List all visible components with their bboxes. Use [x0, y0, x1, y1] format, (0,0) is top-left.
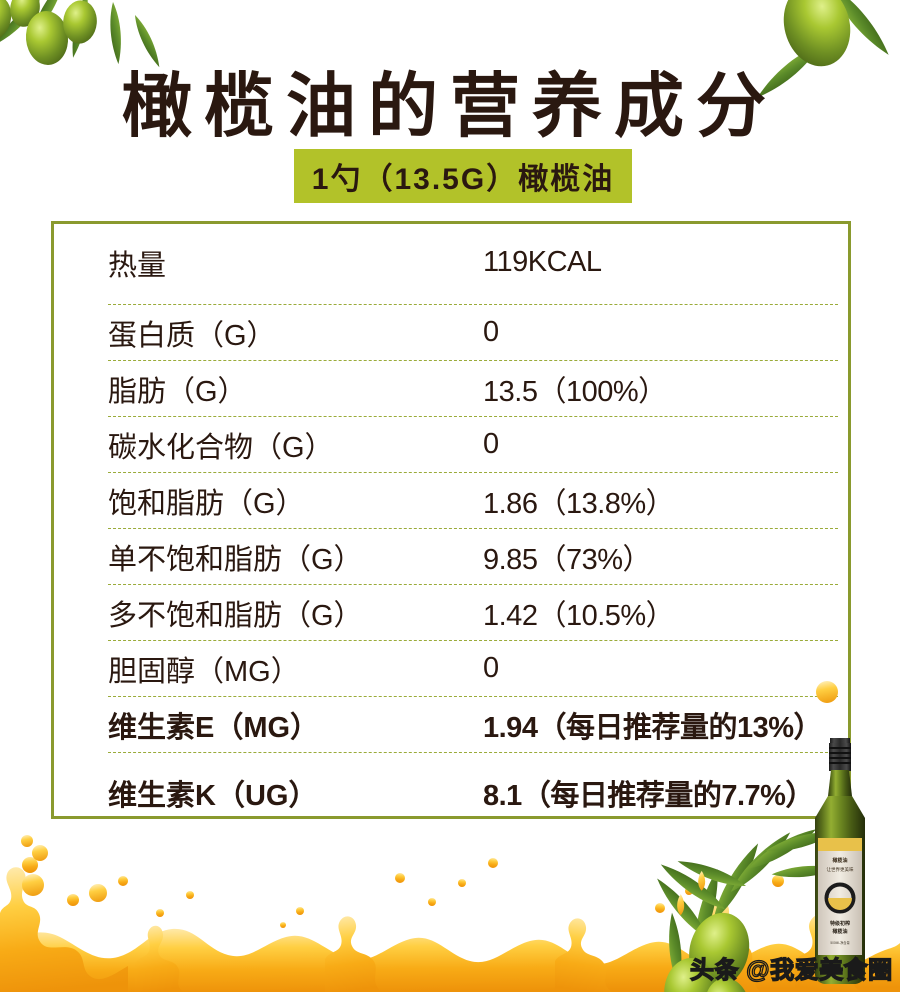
svg-text:橄榄油: 橄榄油 — [832, 928, 847, 935]
svg-text:特级初榨: 特级初榨 — [830, 920, 850, 927]
svg-text:橄榄油: 橄榄油 — [832, 857, 847, 864]
svg-text:让世界更美味: 让世界更美味 — [827, 866, 854, 873]
svg-text:500ML净含量: 500ML净含量 — [830, 940, 850, 945]
